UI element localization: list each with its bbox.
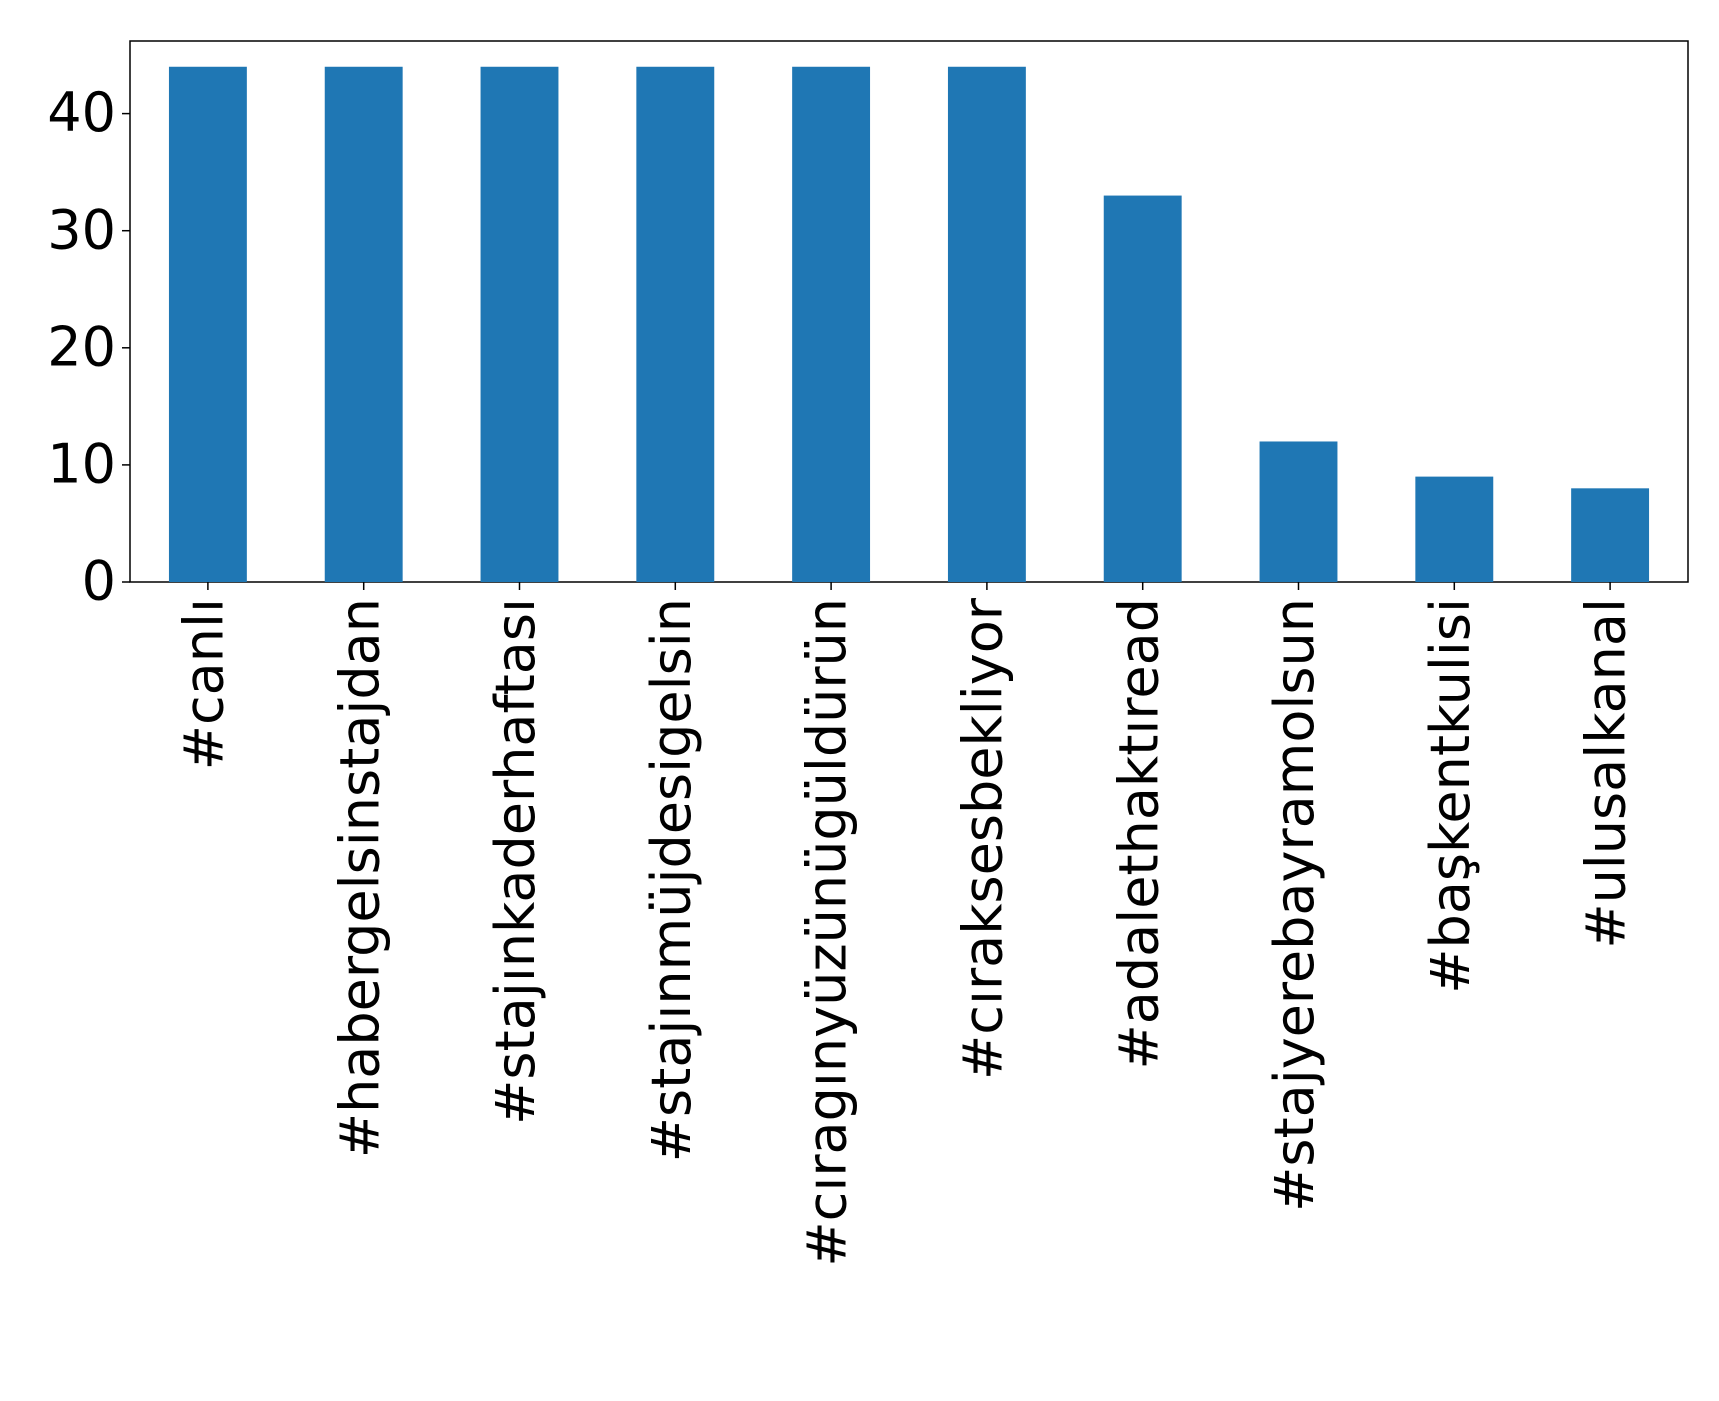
plot-frame [129, 40, 1689, 583]
bar [1571, 488, 1650, 582]
x-tick-label: #cıraksesbekliyor [952, 597, 1015, 1080]
y-tick-label: 0 [82, 550, 116, 613]
bar [636, 66, 715, 582]
bar [947, 66, 1026, 582]
x-tick-label: #adalethaktıread [1107, 598, 1170, 1069]
x-tick-label: #stajınkaderhaftası [484, 598, 547, 1125]
y-tick-label: 10 [47, 433, 116, 496]
x-tick-label: #cıragınyüzünügüldürün [796, 598, 859, 1267]
bar [1415, 476, 1494, 582]
x-tick-label: #stajınmüjdesigelsin [640, 598, 703, 1162]
y-tick-label: 40 [47, 81, 116, 144]
bar [792, 66, 871, 582]
y-tick-label: 30 [47, 198, 116, 261]
x-tick-label: #stajyerebayramolsun [1263, 598, 1326, 1212]
x-tick-label: #başkentkulisi [1419, 598, 1482, 994]
x-tick-label: #habergelsinstajdan [328, 598, 391, 1158]
bar [324, 66, 403, 582]
bar [1259, 441, 1338, 582]
bar [1103, 195, 1182, 583]
y-tick-label: 20 [47, 315, 116, 378]
x-tick-label: #ulusalkanal [1575, 598, 1638, 949]
bar [480, 66, 559, 582]
bar [168, 66, 247, 582]
x-tick-label: #canlı [173, 598, 236, 770]
